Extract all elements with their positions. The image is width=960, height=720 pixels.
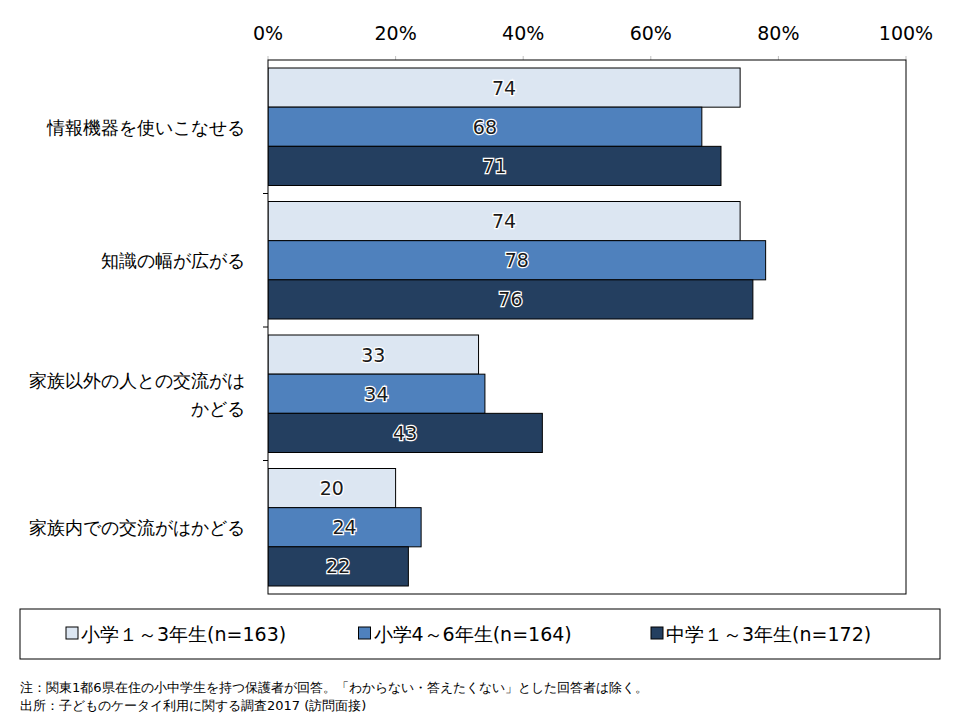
bar — [268, 68, 740, 107]
bar — [268, 202, 740, 241]
data-label: 74 — [492, 77, 516, 99]
bar — [268, 469, 396, 508]
legend-label: 小学4～6年生(n=164) — [374, 623, 572, 645]
legend-swatch — [651, 627, 663, 639]
category-label: 情報機器を使いこなせる — [46, 117, 245, 138]
data-label: 24 — [332, 516, 356, 538]
tick-mark — [395, 56, 396, 60]
bar — [268, 413, 542, 452]
category-label: 家族内での交流がはかどる — [29, 517, 245, 538]
tick-label: 60% — [630, 22, 672, 44]
tick-mark — [523, 56, 524, 60]
category-tick — [263, 193, 268, 194]
bar — [268, 547, 408, 586]
category-label-line: かどる — [191, 398, 245, 419]
data-label: 43 — [393, 422, 417, 444]
data-label: 68 — [473, 116, 497, 138]
tick-mark — [906, 56, 907, 60]
bars — [268, 68, 766, 586]
data-label: 33 — [361, 344, 385, 366]
category-label-line: 知識の幅が広がる — [101, 250, 245, 271]
bar — [268, 335, 479, 374]
chart: 0% 20% 40% 60% 80% 100% 74 74 33 20 68 78 34 24 71 76 43… — [0, 0, 960, 720]
bar — [268, 280, 753, 319]
legend-swatch — [359, 627, 371, 639]
data-label: 34 — [364, 383, 388, 405]
data-label: 78 — [505, 249, 529, 271]
tick-mark — [778, 56, 779, 60]
category-label-line: 家族内での交流がはかどる — [29, 517, 245, 538]
tick-label: 0% — [253, 22, 283, 44]
bar — [268, 508, 421, 547]
tick-label: 100% — [879, 22, 933, 44]
tick-label: 40% — [502, 22, 544, 44]
category-label: 家族以外の人との交流がはかどる — [29, 370, 245, 419]
category-tick — [263, 327, 268, 328]
bar — [268, 374, 485, 413]
data-labels: 74 74 33 20 68 78 34 24 71 76 43 22 — [320, 77, 529, 578]
data-label: 71 — [482, 155, 506, 177]
legend-label: 小学１～3年生(n=163) — [81, 623, 286, 645]
annotation: 出所：子どものケータイ利用に関する調査2017 (訪問面接) — [20, 698, 366, 713]
bar — [268, 146, 721, 185]
tick-mark — [268, 56, 269, 60]
data-label: 20 — [320, 477, 344, 499]
category-label-line: 家族以外の人との交流がは — [29, 370, 245, 391]
data-label: 74 — [492, 210, 516, 232]
bar — [268, 107, 702, 146]
category-tick — [263, 460, 268, 461]
tick-label: 80% — [757, 22, 799, 44]
data-label: 76 — [498, 288, 522, 310]
category-label-line: 情報機器を使いこなせる — [46, 117, 245, 138]
bar — [268, 241, 766, 280]
data-label: 22 — [326, 555, 350, 577]
tick-label: 20% — [374, 22, 416, 44]
tick-mark — [650, 56, 651, 60]
category-label: 知識の幅が広がる — [101, 250, 245, 271]
legend-box — [20, 609, 940, 659]
legend-swatch — [66, 627, 78, 639]
plot-frame — [268, 60, 906, 594]
legend-label: 中学１～3年生(n=172) — [666, 623, 871, 645]
annotation: 注：関東1都6県在住の小中学生を持つ保護者が回答。「わからない・答えたくない」と… — [20, 680, 648, 695]
